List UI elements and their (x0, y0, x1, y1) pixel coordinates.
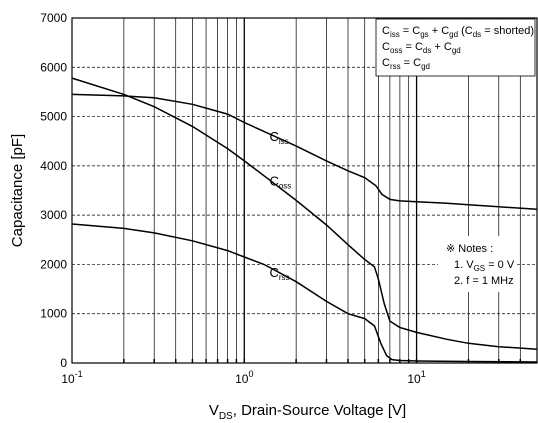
x-tick-label: 10-1 (61, 369, 82, 386)
y-tick-label: 2000 (40, 257, 67, 271)
grid (72, 18, 537, 363)
curve-label-rss: Crss​ (269, 265, 289, 282)
legend: Ciss​ = Cgs​ + Cgd​ (Cds​ = shorted) Coss… (375, 18, 536, 77)
y-tick-label: 6000 (40, 60, 67, 74)
notes-bg (438, 236, 516, 292)
curve-label-oss: Coss​ (269, 174, 291, 191)
y-tick-label: 1000 (40, 307, 67, 321)
y-tick-label: 7000 (40, 11, 67, 25)
series-line-rss (71, 223, 538, 363)
legend-line: Crss​ = Cgd​ (382, 57, 430, 71)
legend-line: Coss​ = Cds​ + Cgd​ (382, 41, 461, 55)
x-tick-labels: 10-1 100 101 (61, 369, 425, 386)
note-line: 1. VGS​ = 0 V (454, 259, 515, 273)
note-line: 2. f = 1 MHz (454, 275, 514, 287)
legend-line: Ciss​ = Cgs​ + Cgd​ (Cds​ = shorted) (382, 25, 534, 39)
curve-labels: Ciss​ Coss​ Crss​ (269, 129, 291, 282)
series-group (71, 77, 538, 363)
x-axis-label: VDS, Drain-Source Voltage [V] (209, 402, 406, 422)
series-line-oss (71, 77, 538, 350)
y-tick-label: 3000 (40, 208, 67, 222)
curve-label-iss: Ciss​ (269, 129, 288, 146)
y-tick-label: 5000 (40, 110, 67, 124)
y-tick-label: 0 (60, 356, 67, 370)
y-tick-label: 4000 (40, 159, 67, 173)
y-tick-labels: 0 1000 2000 3000 4000 5000 6000 7000 (40, 11, 67, 370)
plot-frame (71, 17, 538, 364)
y-axis-label: Capacitance [pF] (9, 134, 26, 247)
notes-box: ※ Notes : 1. VGS​ = 0 V 2. f = 1 MHz (438, 236, 516, 292)
note-line: ※ Notes : (446, 243, 493, 255)
x-tick-label: 100 (235, 369, 253, 386)
legend-box (375, 18, 536, 77)
series-line-iss (71, 93, 538, 210)
x-tick-label: 101 (407, 369, 425, 386)
